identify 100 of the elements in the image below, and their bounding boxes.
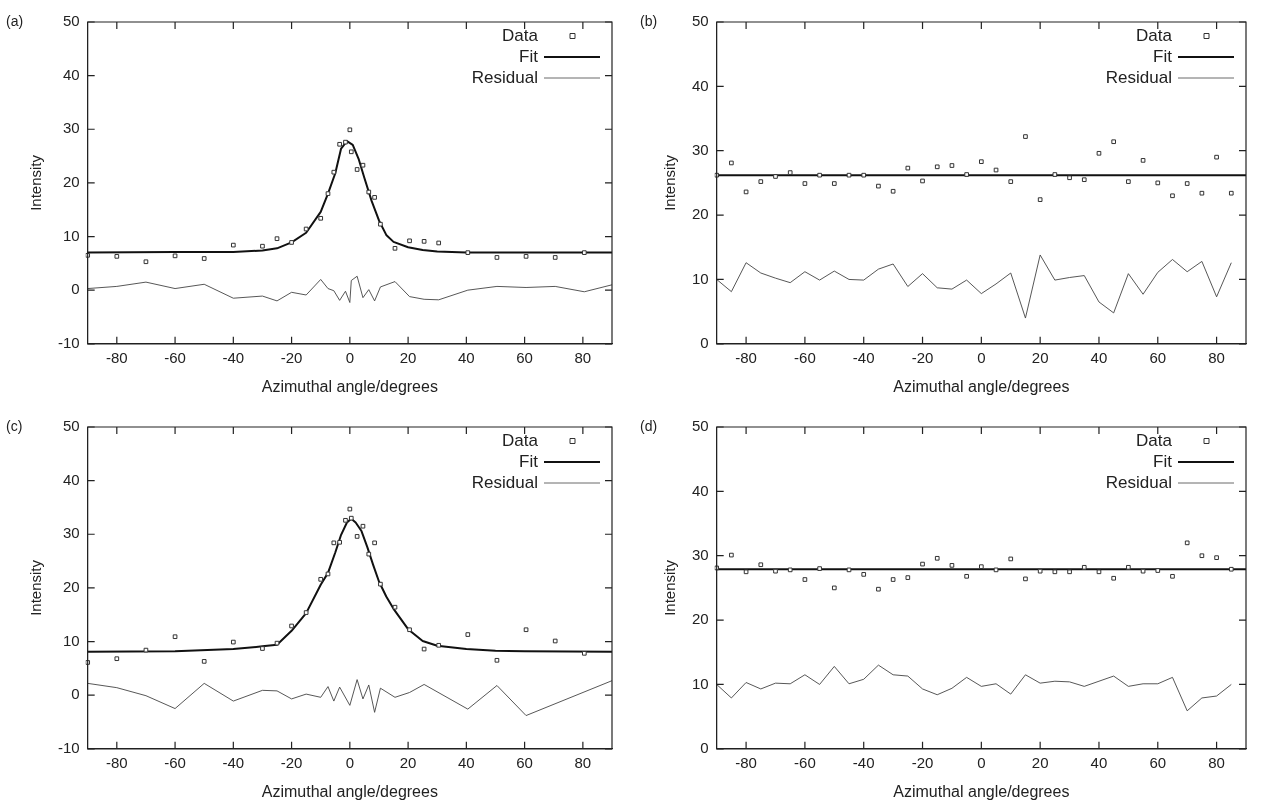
- point: [337, 141, 342, 147]
- point: [831, 181, 837, 186]
- point: [372, 195, 377, 200]
- x-tick-label: 80: [574, 753, 592, 771]
- point: [172, 253, 178, 259]
- y-tick-label: 50: [62, 417, 80, 435]
- y-tick-label: 50: [62, 12, 80, 30]
- point: [905, 165, 911, 171]
- point: [846, 172, 852, 178]
- point: [465, 250, 471, 255]
- point: [831, 585, 837, 591]
- x-tick-label: 20: [399, 348, 417, 366]
- point: [331, 169, 337, 175]
- point: [1008, 556, 1014, 562]
- legend-label: Data: [1136, 25, 1173, 45]
- point: [1228, 190, 1234, 196]
- point: [802, 181, 808, 186]
- y-tick-label: 30: [62, 524, 80, 542]
- point: [581, 650, 587, 656]
- point: [1140, 158, 1146, 163]
- legend-label: Residual: [471, 472, 538, 492]
- point: [1111, 575, 1117, 581]
- point: [964, 573, 969, 579]
- point: [114, 254, 120, 259]
- point: [303, 610, 309, 615]
- point: [890, 188, 896, 194]
- x-tick-label: 60: [1149, 348, 1167, 366]
- point: [846, 567, 852, 573]
- legend-label: Residual: [471, 67, 538, 87]
- point: [337, 539, 342, 545]
- point: [318, 215, 324, 221]
- legend-label: Data: [502, 430, 539, 450]
- y-tick-label: 0: [71, 280, 80, 298]
- point: [758, 562, 764, 568]
- point: [360, 523, 366, 529]
- point: [348, 515, 354, 521]
- point: [366, 189, 372, 195]
- point: [802, 577, 808, 582]
- point: [354, 534, 360, 539]
- point: [729, 552, 734, 558]
- y-tick-label: 0: [700, 738, 709, 756]
- x-axis-title: Azimuthal angle/degrees: [893, 782, 1070, 800]
- x-axis-title: Azimuthal angle/degrees: [261, 377, 438, 395]
- x-tick-label: -20: [280, 753, 303, 771]
- point: [1052, 569, 1058, 575]
- point: [143, 259, 149, 265]
- y-tick-label: 20: [62, 173, 80, 191]
- y-tick-label: -10: [57, 333, 80, 351]
- point: [354, 167, 360, 172]
- y-tick-label: 40: [62, 470, 80, 488]
- point: [1126, 179, 1131, 184]
- x-tick-label: 80: [1208, 753, 1225, 771]
- point: [861, 172, 867, 178]
- point: [920, 561, 925, 567]
- point: [343, 139, 348, 145]
- point: [787, 170, 793, 175]
- point: [1184, 540, 1190, 546]
- point: [729, 160, 734, 166]
- point: [407, 238, 412, 244]
- x-axis-title: Azimuthal angle/degrees: [261, 782, 438, 800]
- point: [274, 236, 280, 242]
- point: [318, 576, 324, 582]
- point: [1023, 576, 1028, 582]
- y-tick-label: 10: [62, 226, 80, 244]
- point: [421, 646, 427, 652]
- point: [1081, 564, 1087, 570]
- point: [993, 167, 999, 173]
- point: [378, 221, 383, 227]
- point: [421, 239, 427, 244]
- point: [494, 255, 500, 260]
- point: [274, 640, 280, 646]
- point: [465, 632, 471, 637]
- x-tick-label: 40: [458, 348, 475, 366]
- point: [1214, 154, 1219, 160]
- x-tick-label: 0: [977, 753, 986, 771]
- point: [325, 191, 331, 196]
- chart-title: (d): [640, 417, 658, 434]
- point: [964, 172, 969, 177]
- point: [1155, 180, 1161, 186]
- point: [260, 243, 265, 249]
- point: [523, 627, 529, 633]
- point: [1037, 568, 1043, 574]
- point: [743, 569, 749, 575]
- legend-label: Data: [1136, 430, 1173, 450]
- point: [303, 226, 309, 232]
- chart-title: (b): [640, 12, 658, 29]
- x-tick-label: -40: [222, 753, 245, 771]
- point: [920, 178, 925, 184]
- chart-title: (c): [6, 417, 23, 434]
- point: [378, 581, 383, 587]
- legend-label: Fit: [1153, 451, 1173, 471]
- point: [289, 240, 294, 245]
- x-tick-label: -80: [735, 348, 757, 366]
- point: [876, 586, 881, 592]
- point: [787, 567, 793, 573]
- point: [552, 255, 558, 260]
- y-tick-label: 30: [62, 119, 80, 137]
- x-tick-label: 60: [516, 753, 533, 771]
- point: [407, 627, 412, 633]
- y-tick-label: 0: [700, 333, 709, 351]
